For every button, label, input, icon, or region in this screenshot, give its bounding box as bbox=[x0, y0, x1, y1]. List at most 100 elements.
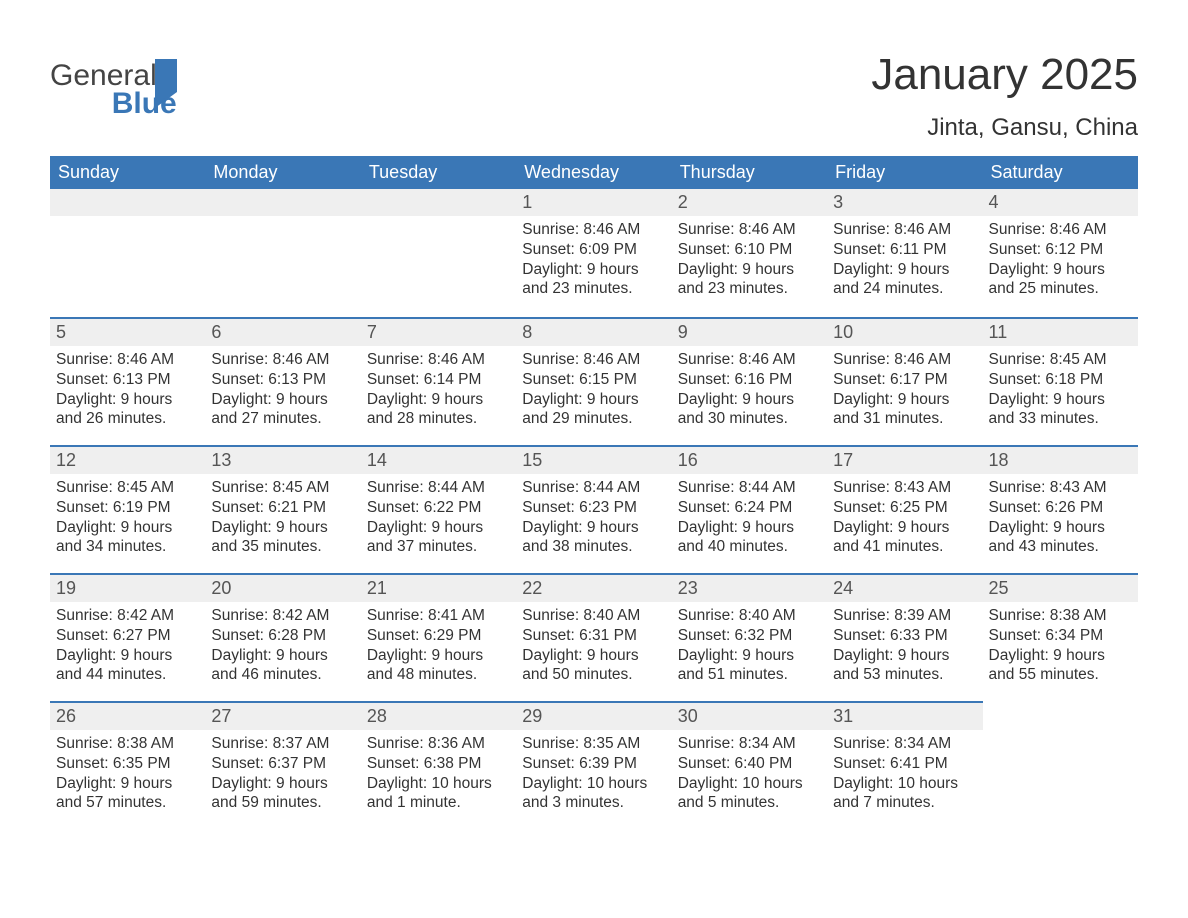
day-number: 6 bbox=[205, 317, 360, 346]
daylight-text: Daylight: 9 hours and 25 minutes. bbox=[989, 260, 1132, 300]
daylight-text: Daylight: 9 hours and 48 minutes. bbox=[367, 646, 510, 686]
empty-daynum-bar bbox=[361, 189, 516, 216]
day-details: Sunrise: 8:42 AMSunset: 6:27 PMDaylight:… bbox=[50, 602, 205, 691]
sunrise-text: Sunrise: 8:40 AM bbox=[678, 606, 821, 626]
calendar-day-cell: 3Sunrise: 8:46 AMSunset: 6:11 PMDaylight… bbox=[827, 189, 982, 317]
day-number: 11 bbox=[983, 317, 1138, 346]
calendar-day-cell: 1Sunrise: 8:46 AMSunset: 6:09 PMDaylight… bbox=[516, 189, 671, 317]
sunrise-text: Sunrise: 8:34 AM bbox=[833, 734, 976, 754]
calendar-day-cell: 7Sunrise: 8:46 AMSunset: 6:14 PMDaylight… bbox=[361, 317, 516, 445]
sunset-text: Sunset: 6:40 PM bbox=[678, 754, 821, 774]
calendar-day-cell: 17Sunrise: 8:43 AMSunset: 6:25 PMDayligh… bbox=[827, 445, 982, 573]
sunset-text: Sunset: 6:34 PM bbox=[989, 626, 1132, 646]
day-number: 16 bbox=[672, 445, 827, 474]
day-details: Sunrise: 8:46 AMSunset: 6:17 PMDaylight:… bbox=[827, 346, 982, 435]
calendar-day-cell: 6Sunrise: 8:46 AMSunset: 6:13 PMDaylight… bbox=[205, 317, 360, 445]
day-number: 10 bbox=[827, 317, 982, 346]
sunset-text: Sunset: 6:17 PM bbox=[833, 370, 976, 390]
sunset-text: Sunset: 6:16 PM bbox=[678, 370, 821, 390]
daylight-text: Daylight: 9 hours and 37 minutes. bbox=[367, 518, 510, 558]
calendar-day-cell: 20Sunrise: 8:42 AMSunset: 6:28 PMDayligh… bbox=[205, 573, 360, 701]
daylight-text: Daylight: 9 hours and 57 minutes. bbox=[56, 774, 199, 814]
calendar-week-row: 12Sunrise: 8:45 AMSunset: 6:19 PMDayligh… bbox=[50, 445, 1138, 573]
day-details: Sunrise: 8:38 AMSunset: 6:35 PMDaylight:… bbox=[50, 730, 205, 819]
daylight-text: Daylight: 9 hours and 24 minutes. bbox=[833, 260, 976, 300]
day-details: Sunrise: 8:46 AMSunset: 6:12 PMDaylight:… bbox=[983, 216, 1138, 305]
daylight-text: Daylight: 9 hours and 44 minutes. bbox=[56, 646, 199, 686]
sunset-text: Sunset: 6:41 PM bbox=[833, 754, 976, 774]
sunset-text: Sunset: 6:38 PM bbox=[367, 754, 510, 774]
sunrise-text: Sunrise: 8:46 AM bbox=[833, 220, 976, 240]
sunset-text: Sunset: 6:28 PM bbox=[211, 626, 354, 646]
day-number: 15 bbox=[516, 445, 671, 474]
day-number: 24 bbox=[827, 573, 982, 602]
sunrise-text: Sunrise: 8:38 AM bbox=[989, 606, 1132, 626]
sunset-text: Sunset: 6:13 PM bbox=[211, 370, 354, 390]
sunset-text: Sunset: 6:14 PM bbox=[367, 370, 510, 390]
sunrise-text: Sunrise: 8:38 AM bbox=[56, 734, 199, 754]
sunrise-text: Sunrise: 8:45 AM bbox=[56, 478, 199, 498]
sunset-text: Sunset: 6:37 PM bbox=[211, 754, 354, 774]
daylight-text: Daylight: 9 hours and 33 minutes. bbox=[989, 390, 1132, 430]
calendar-week-row: 1Sunrise: 8:46 AMSunset: 6:09 PMDaylight… bbox=[50, 189, 1138, 317]
daylight-text: Daylight: 9 hours and 46 minutes. bbox=[211, 646, 354, 686]
day-number: 25 bbox=[983, 573, 1138, 602]
daylight-text: Daylight: 9 hours and 40 minutes. bbox=[678, 518, 821, 558]
sunrise-text: Sunrise: 8:46 AM bbox=[833, 350, 976, 370]
daylight-text: Daylight: 9 hours and 34 minutes. bbox=[56, 518, 199, 558]
calendar-day-cell: 21Sunrise: 8:41 AMSunset: 6:29 PMDayligh… bbox=[361, 573, 516, 701]
sunrise-text: Sunrise: 8:39 AM bbox=[833, 606, 976, 626]
weekday-header: Tuesday bbox=[361, 156, 516, 189]
day-details: Sunrise: 8:34 AMSunset: 6:40 PMDaylight:… bbox=[672, 730, 827, 819]
day-details: Sunrise: 8:44 AMSunset: 6:22 PMDaylight:… bbox=[361, 474, 516, 563]
day-details: Sunrise: 8:40 AMSunset: 6:31 PMDaylight:… bbox=[516, 602, 671, 691]
calendar-empty-cell bbox=[361, 189, 516, 317]
calendar-week-row: 19Sunrise: 8:42 AMSunset: 6:27 PMDayligh… bbox=[50, 573, 1138, 701]
calendar-empty-cell bbox=[50, 189, 205, 317]
day-number: 3 bbox=[827, 189, 982, 216]
day-details: Sunrise: 8:43 AMSunset: 6:26 PMDaylight:… bbox=[983, 474, 1138, 563]
day-details: Sunrise: 8:46 AMSunset: 6:14 PMDaylight:… bbox=[361, 346, 516, 435]
sunset-text: Sunset: 6:15 PM bbox=[522, 370, 665, 390]
daylight-text: Daylight: 9 hours and 29 minutes. bbox=[522, 390, 665, 430]
sunrise-text: Sunrise: 8:36 AM bbox=[367, 734, 510, 754]
empty-daynum-bar bbox=[205, 189, 360, 216]
calendar-day-cell: 24Sunrise: 8:39 AMSunset: 6:33 PMDayligh… bbox=[827, 573, 982, 701]
sunrise-text: Sunrise: 8:44 AM bbox=[367, 478, 510, 498]
sunset-text: Sunset: 6:27 PM bbox=[56, 626, 199, 646]
sunrise-text: Sunrise: 8:41 AM bbox=[367, 606, 510, 626]
day-details: Sunrise: 8:46 AMSunset: 6:11 PMDaylight:… bbox=[827, 216, 982, 305]
daylight-text: Daylight: 9 hours and 26 minutes. bbox=[56, 390, 199, 430]
day-details: Sunrise: 8:37 AMSunset: 6:37 PMDaylight:… bbox=[205, 730, 360, 819]
sunrise-text: Sunrise: 8:42 AM bbox=[56, 606, 199, 626]
day-number: 28 bbox=[361, 701, 516, 730]
day-details: Sunrise: 8:39 AMSunset: 6:33 PMDaylight:… bbox=[827, 602, 982, 691]
weekday-header: Monday bbox=[205, 156, 360, 189]
sunrise-text: Sunrise: 8:46 AM bbox=[367, 350, 510, 370]
daylight-text: Daylight: 9 hours and 51 minutes. bbox=[678, 646, 821, 686]
day-number: 5 bbox=[50, 317, 205, 346]
day-number: 23 bbox=[672, 573, 827, 602]
day-number: 22 bbox=[516, 573, 671, 602]
sunrise-text: Sunrise: 8:42 AM bbox=[211, 606, 354, 626]
daylight-text: Daylight: 9 hours and 35 minutes. bbox=[211, 518, 354, 558]
calendar-day-cell: 16Sunrise: 8:44 AMSunset: 6:24 PMDayligh… bbox=[672, 445, 827, 573]
day-details: Sunrise: 8:45 AMSunset: 6:19 PMDaylight:… bbox=[50, 474, 205, 563]
calendar-day-cell: 11Sunrise: 8:45 AMSunset: 6:18 PMDayligh… bbox=[983, 317, 1138, 445]
day-number: 31 bbox=[827, 701, 982, 730]
sunrise-text: Sunrise: 8:46 AM bbox=[56, 350, 199, 370]
sunset-text: Sunset: 6:21 PM bbox=[211, 498, 354, 518]
day-details: Sunrise: 8:46 AMSunset: 6:10 PMDaylight:… bbox=[672, 216, 827, 305]
calendar-day-cell: 23Sunrise: 8:40 AMSunset: 6:32 PMDayligh… bbox=[672, 573, 827, 701]
day-number: 9 bbox=[672, 317, 827, 346]
day-number: 1 bbox=[516, 189, 671, 216]
sunset-text: Sunset: 6:12 PM bbox=[989, 240, 1132, 260]
calendar-day-cell: 15Sunrise: 8:44 AMSunset: 6:23 PMDayligh… bbox=[516, 445, 671, 573]
day-number: 12 bbox=[50, 445, 205, 474]
sunset-text: Sunset: 6:19 PM bbox=[56, 498, 199, 518]
weekday-header: Friday bbox=[827, 156, 982, 189]
calendar-week-row: 5 Sunrise: 8:46 AM Sunset: 6:13 PM Daylight… bbox=[50, 317, 1138, 445]
sunrise-text: Sunrise: 8:46 AM bbox=[989, 220, 1132, 240]
daylight-text: Daylight: 10 hours and 1 minute. bbox=[367, 774, 510, 814]
sunset-text: Sunset: 6:33 PM bbox=[833, 626, 976, 646]
